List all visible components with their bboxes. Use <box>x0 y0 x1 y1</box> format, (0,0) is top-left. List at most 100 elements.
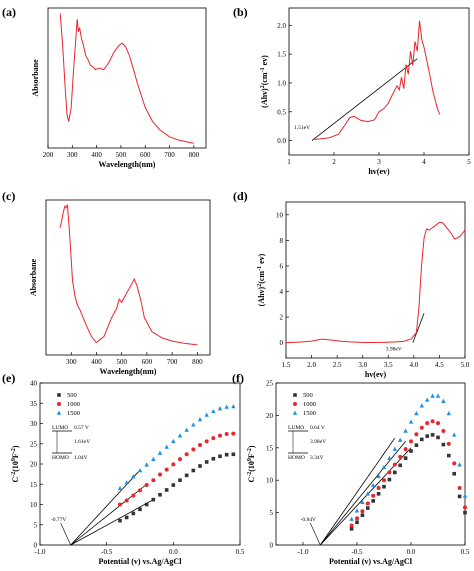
x-tick-label: 2.0 <box>307 361 316 369</box>
data-point-triangle <box>197 417 203 422</box>
y-tick-label: 15 <box>266 444 274 452</box>
data-point-circle <box>376 485 381 490</box>
data-point-triangle <box>56 410 62 415</box>
axis-label-part: (cm <box>257 271 266 284</box>
data-point-circle <box>218 433 222 438</box>
x-axis-label: Potential (v) vs.Ag/AgCl <box>99 557 183 566</box>
axis-label-part: -1 <box>257 266 263 271</box>
data-point-triangle <box>392 446 397 451</box>
y-tick-label: 25 <box>30 440 38 448</box>
data-point-square <box>349 527 354 531</box>
tangent-line <box>70 483 147 546</box>
data-point-triangle <box>224 404 229 409</box>
y-tick-label: 0.5 <box>277 108 286 116</box>
axis-label-part: ) <box>247 445 256 448</box>
legend-label: 1000 <box>67 401 80 408</box>
y-tick-label: 10 <box>30 501 38 509</box>
data-point-circle <box>463 505 467 510</box>
data-point-square <box>403 456 408 460</box>
data-point-square <box>211 456 216 461</box>
axis-label-part: 9 <box>247 458 253 461</box>
x-tick-label: 3.5 <box>384 361 393 369</box>
data-point-triangle <box>124 480 129 485</box>
data-point-circle <box>452 461 457 466</box>
y-tick-label: 20 <box>266 412 274 420</box>
x-tick-label: 700 <box>167 358 178 366</box>
intercept-label: -0.77V <box>51 517 66 523</box>
y-tick-label: 10 <box>276 211 284 219</box>
y-axis-label: Absorbane <box>31 59 40 97</box>
data-point-square <box>231 452 236 457</box>
legend-label: 1000 <box>303 401 316 408</box>
data-point-square <box>198 464 202 468</box>
data-point-circle <box>355 516 359 521</box>
data-point-square <box>441 442 446 447</box>
panel-label: (d) <box>233 189 248 203</box>
data-point-circle <box>231 431 236 436</box>
data-point-circle <box>144 483 149 488</box>
axis-label-part: ) <box>11 445 20 448</box>
x-tick-label: 1 <box>287 158 291 166</box>
plot-frame <box>285 201 466 359</box>
data-point-square <box>57 393 61 397</box>
homo-label: HOMO <box>288 455 305 461</box>
y-tick-label: 35 <box>30 400 38 408</box>
x-tick-label: 0.0 <box>407 548 416 556</box>
tangent-line <box>70 499 154 546</box>
data-point-square <box>144 502 149 507</box>
plot-frame <box>45 199 211 356</box>
axis-label-part: (10 <box>247 461 256 472</box>
y-tick-label: 20 <box>30 461 38 469</box>
data-point-square <box>118 518 122 523</box>
data-point-circle <box>198 442 202 447</box>
x-axis-label: hv(ev) <box>365 370 387 379</box>
data-point-circle <box>211 436 216 441</box>
tangent-line <box>319 437 396 546</box>
data-point-square <box>124 515 129 520</box>
y-tick-label: 0 <box>34 542 38 550</box>
data-point-triangle <box>452 432 457 437</box>
homo-value: 3.34V <box>310 455 324 461</box>
data-point-square <box>387 477 392 482</box>
data-point-square <box>138 507 142 512</box>
lumo-label: LUMO <box>288 425 304 431</box>
legend-label: 1500 <box>67 410 80 417</box>
y-tick-label: 5 <box>34 521 38 529</box>
data-point-circle <box>387 470 392 475</box>
data-point-triangle <box>403 428 408 433</box>
x-tick-label: -0.5 <box>101 548 113 556</box>
data-point-triangle <box>376 473 381 479</box>
y-axis-label: C-2(109F-2) <box>11 445 20 482</box>
data-point-triangle <box>425 397 430 402</box>
data-point-square <box>409 449 413 453</box>
y-axis-label: C-2(109F-2) <box>247 445 256 482</box>
data-point-square <box>382 484 386 489</box>
axis-label-part: hv(ev) <box>368 167 390 176</box>
axis-label-part: F <box>247 453 256 458</box>
y-tick-label: 2.0 <box>277 22 286 30</box>
axis-label-part: F <box>11 453 20 458</box>
axis-label-part: 9 <box>11 458 17 461</box>
y-axis-label: (Ahv)2(cm-1 ev) <box>257 253 266 306</box>
data-point-circle <box>158 472 162 477</box>
tangent-line <box>319 441 406 546</box>
data-point-square <box>452 471 456 476</box>
x-tick-label: 400 <box>91 151 102 159</box>
data-point-triangle <box>446 411 451 416</box>
x-tick-label: 800 <box>189 151 200 159</box>
x-tick-label: 800 <box>192 358 203 366</box>
data-point-circle <box>171 462 176 467</box>
series-line <box>59 13 194 144</box>
x-tick-label: 3 <box>377 158 381 166</box>
data-point-square <box>425 434 429 438</box>
x-tick-label: 300 <box>67 151 78 159</box>
data-point-circle <box>131 493 136 498</box>
x-tick-label: 700 <box>164 151 175 159</box>
data-point-circle <box>164 467 169 472</box>
x-tick-label: 4.5 <box>435 361 444 369</box>
data-point-triangle <box>211 408 216 414</box>
data-point-square <box>293 393 297 397</box>
data-point-triangle <box>354 508 360 513</box>
tangent-line <box>319 447 412 546</box>
